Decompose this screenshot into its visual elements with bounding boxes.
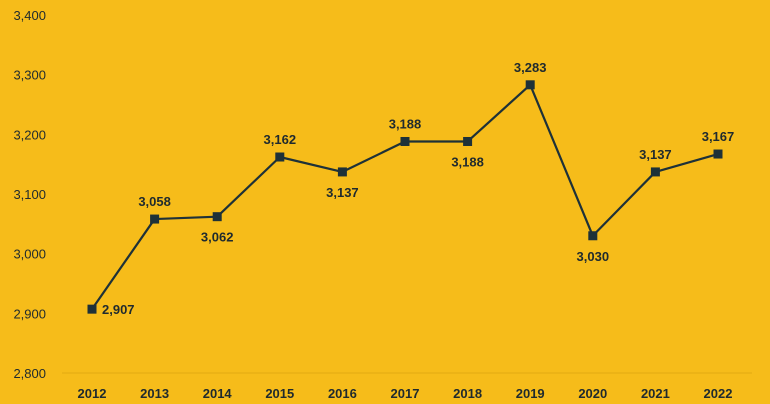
y-tick-label: 2,900 [13, 306, 46, 321]
data-label: 3,058 [138, 194, 171, 209]
x-tick-label: 2015 [265, 386, 294, 401]
x-tick-label: 2012 [78, 386, 107, 401]
data-point-marker [525, 80, 535, 90]
data-label: 3,188 [451, 154, 484, 169]
x-tick-label: 2022 [704, 386, 733, 401]
data-label: 3,137 [326, 185, 359, 200]
data-point-marker [87, 304, 97, 314]
data-point-marker [650, 167, 660, 177]
x-tick-label: 2020 [578, 386, 607, 401]
data-point-marker [400, 136, 410, 146]
y-tick-label: 3,400 [13, 8, 46, 23]
data-label: 2,907 [102, 302, 135, 317]
data-label: 3,283 [514, 60, 547, 75]
x-tick-label: 2013 [140, 386, 169, 401]
data-label: 3,167 [702, 129, 735, 144]
x-tick-label: 2016 [328, 386, 357, 401]
data-point-marker [275, 152, 285, 162]
data-point-marker [463, 136, 473, 146]
y-axis: 2,800 2,900 3,000 3,100 3,200 3,300 3,400 [13, 8, 46, 381]
y-tick-label: 3,100 [13, 187, 46, 202]
data-point-marker [212, 212, 222, 222]
y-tick-label: 3,000 [13, 247, 46, 262]
y-tick-label: 2,800 [13, 366, 46, 381]
data-label: 3,162 [264, 132, 297, 147]
x-axis: 2012 2013 2014 2015 2016 2017 2018 2019 2020 2021… [78, 386, 733, 401]
data-point-marker [337, 167, 347, 177]
data-label: 3,188 [389, 116, 422, 131]
y-tick-label: 3,300 [13, 68, 46, 83]
data-point-marker [588, 231, 598, 241]
data-label: 3,062 [201, 230, 234, 245]
x-tick-label: 2014 [203, 386, 233, 401]
x-tick-label: 2019 [516, 386, 545, 401]
data-labels: 2,907 3,058 3,062 3,162 3,137 3,188 3,188 3,283… [102, 60, 734, 317]
y-tick-label: 3,200 [13, 127, 46, 142]
x-tick-label: 2017 [391, 386, 420, 401]
data-markers [87, 80, 723, 314]
data-label: 3,137 [639, 147, 672, 162]
data-label: 3,030 [577, 249, 610, 264]
data-point-marker [150, 214, 160, 224]
data-point-marker [713, 149, 723, 159]
x-tick-label: 2021 [641, 386, 670, 401]
x-tick-label: 2018 [453, 386, 482, 401]
